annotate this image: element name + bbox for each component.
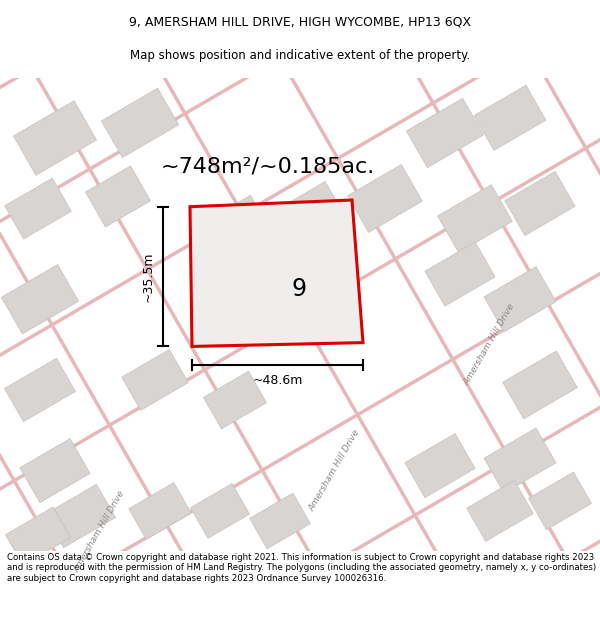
Polygon shape [1,264,79,334]
Polygon shape [199,195,271,262]
Polygon shape [5,507,71,565]
Polygon shape [190,484,250,538]
Polygon shape [85,166,151,227]
Polygon shape [20,439,90,503]
Polygon shape [203,371,266,429]
Polygon shape [425,242,495,306]
Polygon shape [13,101,97,175]
Text: Contains OS data © Crown copyright and database right 2021. This information is : Contains OS data © Crown copyright and d… [7,552,596,582]
Polygon shape [129,482,191,539]
Polygon shape [5,358,76,422]
Polygon shape [250,493,310,549]
Polygon shape [467,481,533,541]
Text: ~48.6m: ~48.6m [253,374,302,388]
Polygon shape [5,178,71,239]
Text: ~748m²/~0.185ac.: ~748m²/~0.185ac. [161,156,375,176]
Polygon shape [437,184,512,253]
Text: Amersham Hill Drive: Amersham Hill Drive [308,428,362,513]
Text: Amersham Hill Drive: Amersham Hill Drive [73,489,127,574]
Text: ~35.5m: ~35.5m [142,251,155,302]
Text: Map shows position and indicative extent of the property.: Map shows position and indicative extent… [130,49,470,62]
Polygon shape [44,484,115,548]
Polygon shape [405,434,475,498]
Polygon shape [190,200,363,346]
Polygon shape [484,428,556,493]
Polygon shape [101,88,179,158]
Polygon shape [529,472,592,529]
Polygon shape [275,181,345,246]
Polygon shape [347,164,422,232]
Polygon shape [503,351,577,419]
Polygon shape [505,171,575,236]
Polygon shape [122,349,188,411]
Text: 9: 9 [292,277,307,301]
Polygon shape [484,267,556,332]
Text: Amersham Hill Drive: Amersham Hill Drive [463,302,517,387]
Polygon shape [406,98,484,168]
Text: 9, AMERSHAM HILL DRIVE, HIGH WYCOMBE, HP13 6QX: 9, AMERSHAM HILL DRIVE, HIGH WYCOMBE, HP… [129,15,471,28]
Polygon shape [474,85,546,151]
